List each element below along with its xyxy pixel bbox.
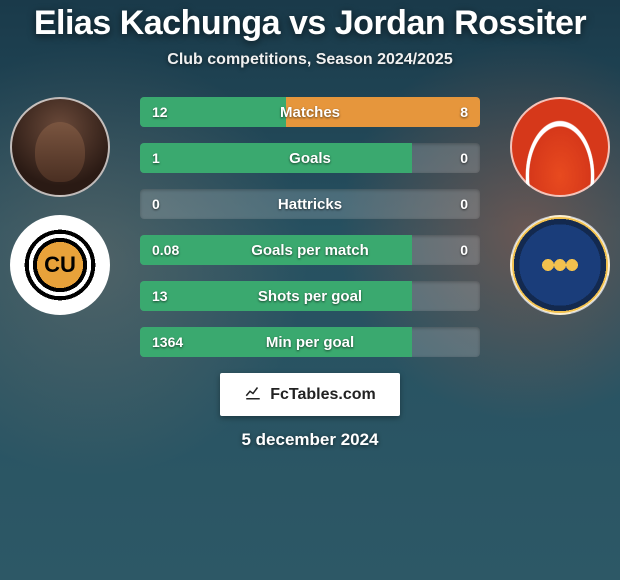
stat-value-right: 0 <box>460 150 468 166</box>
date-label: 5 december 2024 <box>241 430 378 450</box>
stat-bar-left <box>140 235 412 265</box>
stat-bar-right <box>286 97 480 127</box>
player1-club-badge <box>10 215 110 315</box>
left-column <box>10 97 110 315</box>
stat-row: 1364Min per goal <box>140 327 480 357</box>
right-column <box>510 97 610 315</box>
player1-avatar <box>10 97 110 197</box>
stat-bar-left <box>140 143 412 173</box>
stat-value-right: 0 <box>460 242 468 258</box>
stat-label: Hattricks <box>140 196 480 213</box>
player2-avatar <box>510 97 610 197</box>
stat-row: 0 0Hattricks <box>140 189 480 219</box>
stat-row: 13Shots per goal <box>140 281 480 311</box>
stat-value-left: 0 <box>152 196 160 212</box>
stat-bars: 128Matches10Goals00Hattricks0.080Goals p… <box>140 97 480 357</box>
subtitle: Club competitions, Season 2024/2025 <box>167 51 452 69</box>
source-badge: FcTables.com <box>220 373 400 416</box>
player2-club-badge <box>510 215 610 315</box>
compare-area: 128Matches10Goals00Hattricks0.080Goals p… <box>0 97 620 357</box>
source-label: FcTables.com <box>270 386 376 404</box>
stat-bar-left <box>140 327 412 357</box>
stat-row: 10Goals <box>140 143 480 173</box>
chart-icon <box>244 383 262 406</box>
stat-row: 128Matches <box>140 97 480 127</box>
page-title: Elias Kachunga vs Jordan Rossiter <box>34 4 586 43</box>
comparison-card: Elias Kachunga vs Jordan Rossiter Club c… <box>0 0 620 580</box>
stat-value-right: 0 <box>460 196 468 212</box>
stat-bar-left <box>140 97 286 127</box>
stat-bar-left <box>140 281 412 311</box>
stat-row: 0.080Goals per match <box>140 235 480 265</box>
